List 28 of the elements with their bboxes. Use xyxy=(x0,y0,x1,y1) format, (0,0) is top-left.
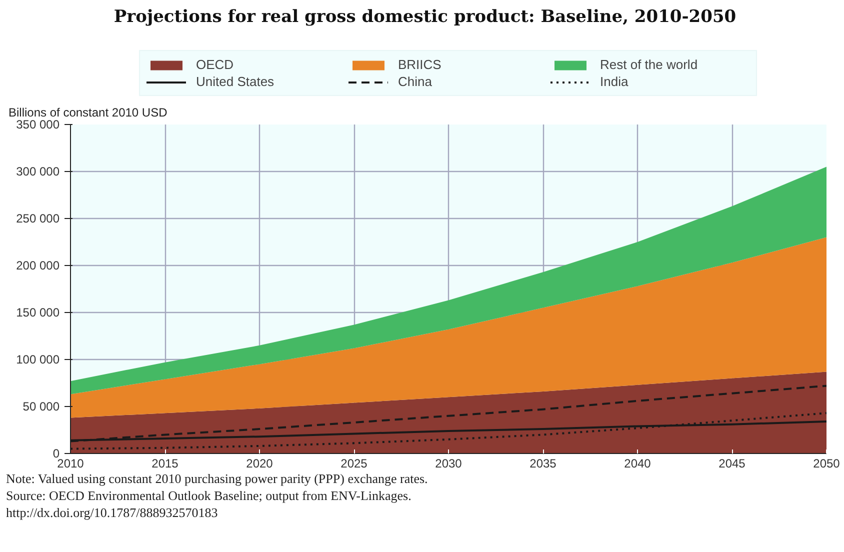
x-tick-label: 2015 xyxy=(152,456,179,470)
legend-label: United States xyxy=(196,74,276,89)
legend-label: Rest of the world xyxy=(600,57,699,72)
chart-title: Projections for real gross domestic product: Baseline, 2010-2050 xyxy=(114,6,736,29)
y-tick-label: 300 000 xyxy=(16,164,60,178)
x-tick-label: 2050 xyxy=(813,456,840,470)
x-tick-label: 2040 xyxy=(624,456,652,470)
x-tick-label: 2030 xyxy=(435,456,462,470)
x-tick-label: 2035 xyxy=(530,456,557,470)
y-tick-label: 50 000 xyxy=(22,400,60,414)
y-tick-label: 250 000 xyxy=(16,212,60,226)
y-axis-title: Billions of constant 2010 USD xyxy=(8,106,168,120)
source-note: Source: OECD Environmental Outlook Baseline; output from ENV-Linkages. xyxy=(6,487,412,505)
legend-label: China xyxy=(398,74,433,89)
x-tick-label: 2010 xyxy=(57,456,84,470)
text: Note: Valued using constant 2010 purchasing power parity (PPP) exchange rates. xyxy=(6,470,428,488)
x-tick-label: 2020 xyxy=(246,456,274,470)
text: http://dx.doi.org/10.1787/888932570183 xyxy=(6,504,218,522)
x-tick-label: 2025 xyxy=(340,456,368,470)
legend-label: OECD xyxy=(196,57,235,72)
y-tick-label: 350 000 xyxy=(16,118,60,132)
y-tick-label: 0 xyxy=(52,446,60,460)
legend-label: India xyxy=(600,74,630,89)
legend-label: BRIICS xyxy=(398,57,442,72)
y-tick-label: 150 000 xyxy=(16,306,60,320)
y-tick-label: 200 000 xyxy=(16,258,60,272)
x-tick-label: 2045 xyxy=(718,456,746,470)
y-tick-label: 100 000 xyxy=(16,352,60,366)
